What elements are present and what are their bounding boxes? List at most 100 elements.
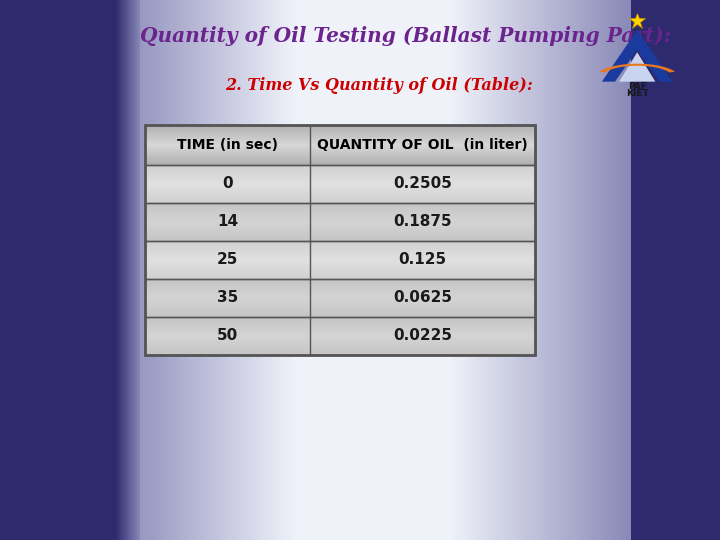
Polygon shape	[362, 0, 366, 540]
Polygon shape	[514, 0, 518, 540]
Polygon shape	[331, 0, 335, 540]
Polygon shape	[524, 0, 528, 540]
Polygon shape	[145, 285, 535, 287]
Polygon shape	[145, 338, 535, 340]
Polygon shape	[388, 0, 392, 540]
Polygon shape	[558, 0, 562, 540]
Polygon shape	[145, 199, 535, 200]
Polygon shape	[437, 0, 441, 540]
Polygon shape	[207, 0, 211, 540]
Polygon shape	[145, 232, 535, 233]
Polygon shape	[174, 0, 178, 540]
Polygon shape	[145, 261, 535, 262]
Polygon shape	[602, 0, 606, 540]
Polygon shape	[145, 315, 535, 317]
Polygon shape	[145, 220, 535, 222]
Polygon shape	[267, 0, 271, 540]
Polygon shape	[336, 0, 340, 540]
Polygon shape	[145, 335, 535, 338]
Polygon shape	[455, 0, 459, 540]
Polygon shape	[145, 268, 535, 270]
Polygon shape	[145, 306, 535, 308]
Polygon shape	[145, 178, 535, 180]
Polygon shape	[145, 207, 535, 210]
Polygon shape	[465, 0, 469, 540]
Polygon shape	[145, 260, 535, 261]
Polygon shape	[145, 272, 535, 274]
Polygon shape	[145, 192, 535, 194]
Polygon shape	[576, 0, 580, 540]
Polygon shape	[145, 269, 535, 272]
Polygon shape	[145, 251, 535, 252]
Polygon shape	[145, 147, 535, 149]
Polygon shape	[145, 152, 535, 153]
Text: 50: 50	[217, 328, 238, 343]
Polygon shape	[401, 0, 405, 540]
Polygon shape	[145, 319, 535, 321]
Polygon shape	[145, 170, 535, 171]
Polygon shape	[145, 172, 535, 174]
Polygon shape	[145, 164, 535, 165]
Polygon shape	[145, 131, 535, 132]
Polygon shape	[527, 0, 531, 540]
Polygon shape	[115, 0, 119, 540]
Polygon shape	[200, 0, 204, 540]
Polygon shape	[145, 281, 535, 283]
Polygon shape	[145, 262, 535, 264]
Polygon shape	[122, 0, 126, 540]
Polygon shape	[145, 314, 535, 316]
Polygon shape	[145, 294, 535, 295]
Polygon shape	[145, 211, 535, 213]
Polygon shape	[145, 165, 535, 166]
Polygon shape	[215, 0, 219, 540]
Polygon shape	[169, 0, 173, 540]
Polygon shape	[192, 0, 196, 540]
Polygon shape	[145, 130, 535, 131]
Polygon shape	[177, 0, 181, 540]
Polygon shape	[282, 0, 286, 540]
Polygon shape	[145, 137, 535, 138]
Polygon shape	[615, 0, 618, 540]
Polygon shape	[145, 186, 535, 188]
Polygon shape	[145, 177, 535, 179]
Polygon shape	[145, 256, 535, 258]
Polygon shape	[486, 0, 490, 540]
Polygon shape	[145, 145, 535, 147]
Polygon shape	[145, 276, 535, 278]
Polygon shape	[421, 0, 425, 540]
Polygon shape	[578, 0, 582, 540]
Polygon shape	[244, 0, 248, 540]
Polygon shape	[475, 0, 479, 540]
Polygon shape	[145, 157, 535, 158]
Polygon shape	[145, 150, 535, 151]
Polygon shape	[537, 0, 541, 540]
Polygon shape	[298, 0, 302, 540]
Polygon shape	[393, 0, 397, 540]
Polygon shape	[145, 312, 535, 313]
Polygon shape	[566, 0, 570, 540]
Polygon shape	[295, 0, 299, 540]
Polygon shape	[408, 0, 412, 540]
Polygon shape	[145, 228, 535, 230]
Polygon shape	[121, 0, 122, 540]
Polygon shape	[195, 0, 199, 540]
Polygon shape	[145, 308, 535, 309]
Polygon shape	[470, 0, 474, 540]
Polygon shape	[145, 125, 535, 127]
Polygon shape	[145, 132, 535, 134]
Polygon shape	[318, 0, 322, 540]
Polygon shape	[272, 0, 276, 540]
Polygon shape	[117, 0, 118, 540]
Polygon shape	[166, 0, 170, 540]
Polygon shape	[145, 277, 535, 279]
Polygon shape	[390, 0, 394, 540]
Text: QUANTITY OF OIL  (in liter): QUANTITY OF OIL (in liter)	[317, 138, 528, 152]
Polygon shape	[313, 0, 317, 540]
Polygon shape	[145, 138, 535, 140]
Polygon shape	[145, 136, 535, 137]
Text: 0.0625: 0.0625	[393, 291, 452, 306]
Polygon shape	[145, 181, 535, 183]
Polygon shape	[145, 265, 535, 266]
Polygon shape	[145, 302, 535, 305]
Polygon shape	[220, 0, 224, 540]
